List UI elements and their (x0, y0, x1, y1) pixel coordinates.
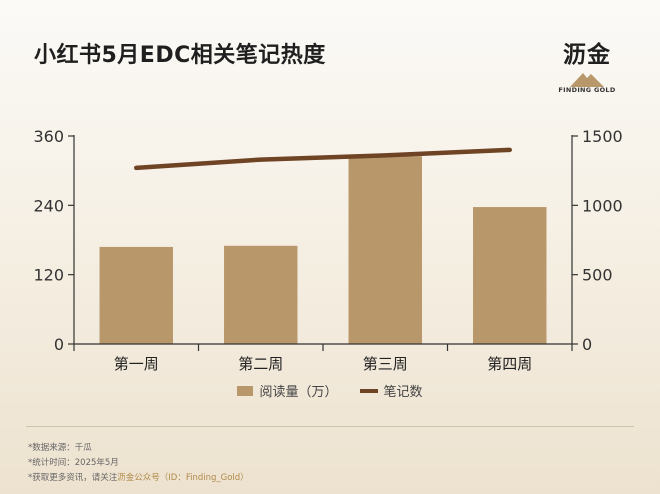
left-tick-label: 120 (33, 266, 64, 285)
note-more-prefix: *获取更多资讯，请关注 (28, 473, 118, 483)
page-title: 小红书5月EDC相关笔记热度 (34, 43, 326, 68)
x-tick-label: 第三周 (363, 355, 408, 373)
brand-logo: 沥金 FINDING GOLD (552, 35, 622, 94)
bar (99, 246, 173, 344)
footer-divider (26, 426, 634, 427)
x-tick-label: 第二周 (238, 355, 283, 373)
right-tick-label: 1500 (582, 127, 623, 146)
note-time: *统计时间：2025年5月 (28, 458, 119, 468)
note-more: *获取更多资讯，请关注沥金公众号（ID：Finding_Gold） (28, 471, 249, 486)
legend-notes-label: 笔记数 (383, 385, 423, 400)
legend-bar-swatch (237, 385, 254, 396)
bar (224, 245, 298, 344)
x-tick-label: 第一周 (114, 355, 159, 373)
bar (348, 156, 422, 344)
brand-subtitle: FINDING GOLD (558, 86, 616, 94)
line-point (259, 158, 263, 162)
brand-name: 沥金 (563, 42, 611, 68)
legend-reads-label: 阅读量（万） (259, 385, 338, 400)
left-tick-label: 360 (33, 127, 64, 146)
left-tick-label: 0 (54, 335, 64, 354)
right-tick-label: 500 (582, 266, 613, 285)
left-tick-label: 240 (33, 196, 64, 215)
legend-item-reads: 阅读量（万） (237, 381, 338, 400)
legend-item-notes: 笔记数 (359, 381, 423, 400)
note-source: *数据来源：千瓜 (28, 443, 92, 453)
x-tick-label: 第四周 (487, 355, 532, 373)
bar (473, 207, 547, 344)
right-tick-label: 1000 (582, 196, 623, 215)
note-more-accent: 沥金公众号（ID：Finding_Gold） (117, 473, 249, 483)
line-point (134, 166, 138, 170)
chart: 0 120 240 360 0 500 1000 1500 第一周 第二周 第三周 第四周 (33, 127, 623, 373)
right-tick-label: 0 (582, 335, 592, 354)
series-line-notes (134, 147, 512, 171)
footer-notes: *数据来源：千瓜 *统计时间：2025年5月 *获取更多资讯，请关注沥金公众号（… (28, 441, 249, 486)
chart-legend: 阅读量（万） 笔记数 (0, 381, 660, 400)
gold-mountain-icon (570, 73, 604, 87)
legend-line-swatch (359, 388, 378, 393)
line-point (508, 148, 512, 152)
line-point (383, 153, 387, 157)
